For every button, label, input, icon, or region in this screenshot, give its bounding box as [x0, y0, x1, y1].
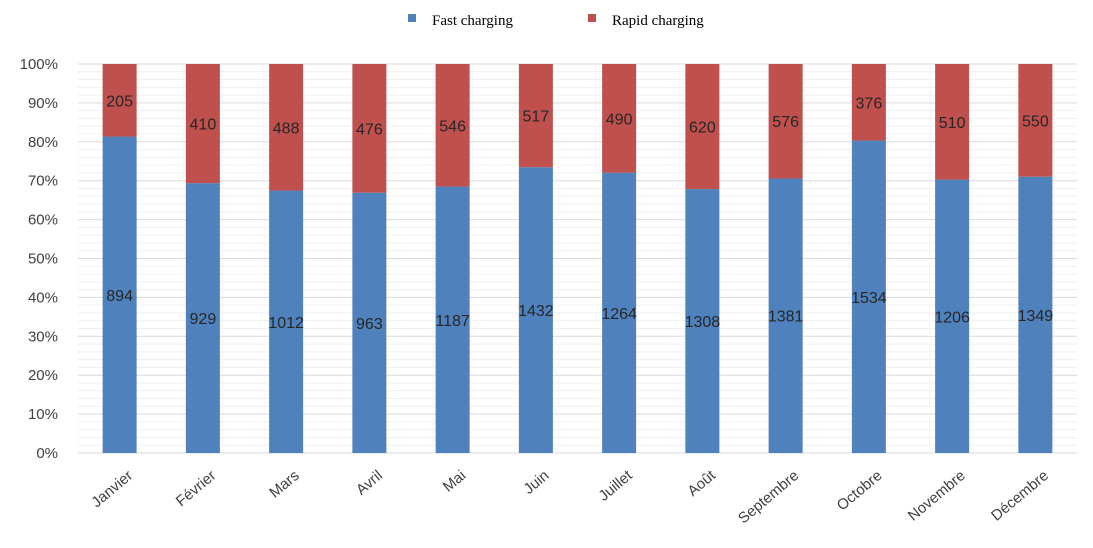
bar-fast-charging [602, 172, 637, 453]
bar-fast-charging [185, 183, 220, 454]
data-label-rapid-charging: 546 [439, 118, 466, 135]
data-label-fast-charging: 1534 [851, 290, 887, 307]
bar-fast-charging [851, 140, 886, 453]
y-tick-label: 20% [28, 367, 58, 384]
x-category-label: Août [684, 467, 719, 500]
x-category-label: Mars [266, 467, 302, 501]
data-label-fast-charging: 1349 [1018, 308, 1054, 325]
x-category-label: Février [173, 467, 220, 510]
x-axis: Janvier Février Mars Avril Mai Juin Juillet Aoû… [88, 467, 1052, 528]
y-tick-label: 80% [28, 134, 58, 151]
x-category-label: Janvier [88, 467, 136, 511]
data-label-rapid-charging: 517 [523, 109, 550, 126]
x-category-label: Novembre [905, 467, 969, 525]
data-label-fast-charging: 929 [190, 311, 217, 328]
y-tick-label: 30% [28, 328, 58, 345]
data-label-rapid-charging: 205 [106, 93, 133, 110]
data-label-rapid-charging: 488 [273, 120, 300, 137]
x-category-label: Juillet [595, 467, 636, 505]
data-label-fast-charging: 1308 [685, 314, 721, 331]
y-tick-label: 90% [28, 95, 58, 112]
bar-rapid-charging [185, 64, 220, 184]
y-tick-label: 0% [36, 445, 58, 462]
data-label-rapid-charging: 620 [689, 120, 716, 137]
data-labels: 894 205 929 410 1012 488 963 476 1187 546 1432 517 1… [106, 93, 1053, 333]
bar-rapid-charging [851, 64, 886, 141]
bar-fast-charging [102, 136, 137, 454]
bar-rapid-charging [685, 64, 720, 190]
bar-fast-charging [685, 189, 720, 453]
data-label-fast-charging: 1264 [601, 306, 637, 323]
data-label-fast-charging: 894 [106, 288, 133, 305]
y-tick-label: 60% [28, 212, 58, 229]
legend-label-fast-charging: Fast charging [432, 13, 513, 29]
legend-marker-rapid-charging [588, 14, 596, 22]
y-axis: 0% 10% 20% 30% 40% 50% 60% 70% 80% 90% 100% [20, 56, 58, 462]
bar-fast-charging [352, 192, 387, 453]
data-label-fast-charging: 963 [356, 316, 383, 333]
bars [102, 64, 1053, 454]
x-category-label: Décembre [988, 467, 1052, 525]
bar-fast-charging [1018, 176, 1053, 454]
data-label-rapid-charging: 410 [190, 117, 217, 134]
legend-marker-fast-charging [408, 14, 416, 22]
data-label-rapid-charging: 376 [856, 95, 883, 112]
y-tick-label: 10% [28, 406, 58, 423]
x-category-label: Juin [520, 467, 552, 498]
data-label-rapid-charging: 576 [772, 114, 799, 131]
bar-rapid-charging [269, 64, 304, 191]
x-category-label: Avril [353, 467, 386, 499]
x-category-label: Mai [440, 467, 469, 496]
data-label-fast-charging: 1206 [934, 309, 970, 326]
y-tick-label: 50% [28, 251, 58, 268]
bar-rapid-charging [602, 64, 637, 173]
gridlines [78, 63, 1077, 454]
bar-fast-charging [518, 167, 553, 453]
data-label-rapid-charging: 550 [1022, 113, 1049, 130]
bar-rapid-charging [352, 64, 387, 193]
data-label-rapid-charging: 510 [939, 115, 966, 132]
y-tick-label: 70% [28, 173, 58, 190]
bar-rapid-charging [518, 64, 553, 168]
x-category-label: Septembre [735, 467, 802, 527]
data-label-rapid-charging: 476 [356, 121, 383, 138]
legend-label-rapid-charging: Rapid charging [612, 13, 704, 29]
bar-fast-charging [435, 186, 470, 453]
data-label-fast-charging: 1012 [268, 315, 304, 332]
bar-rapid-charging [935, 64, 970, 180]
bar-fast-charging [935, 179, 970, 454]
bar-fast-charging [269, 190, 304, 453]
bar-rapid-charging [435, 64, 470, 187]
bar-rapid-charging [102, 64, 137, 137]
data-label-fast-charging: 1432 [518, 303, 554, 320]
data-label-fast-charging: 1187 [435, 313, 470, 330]
bar-fast-charging [768, 178, 803, 454]
data-label-fast-charging: 1381 [768, 309, 804, 326]
bar-rapid-charging [768, 64, 803, 179]
legend: Fast charging Rapid charging [408, 13, 704, 29]
data-label-rapid-charging: 490 [606, 111, 633, 128]
y-tick-label: 40% [28, 289, 58, 306]
bar-rapid-charging [1018, 64, 1053, 177]
x-category-label: Octobre [834, 467, 886, 514]
y-tick-label: 100% [20, 56, 58, 73]
